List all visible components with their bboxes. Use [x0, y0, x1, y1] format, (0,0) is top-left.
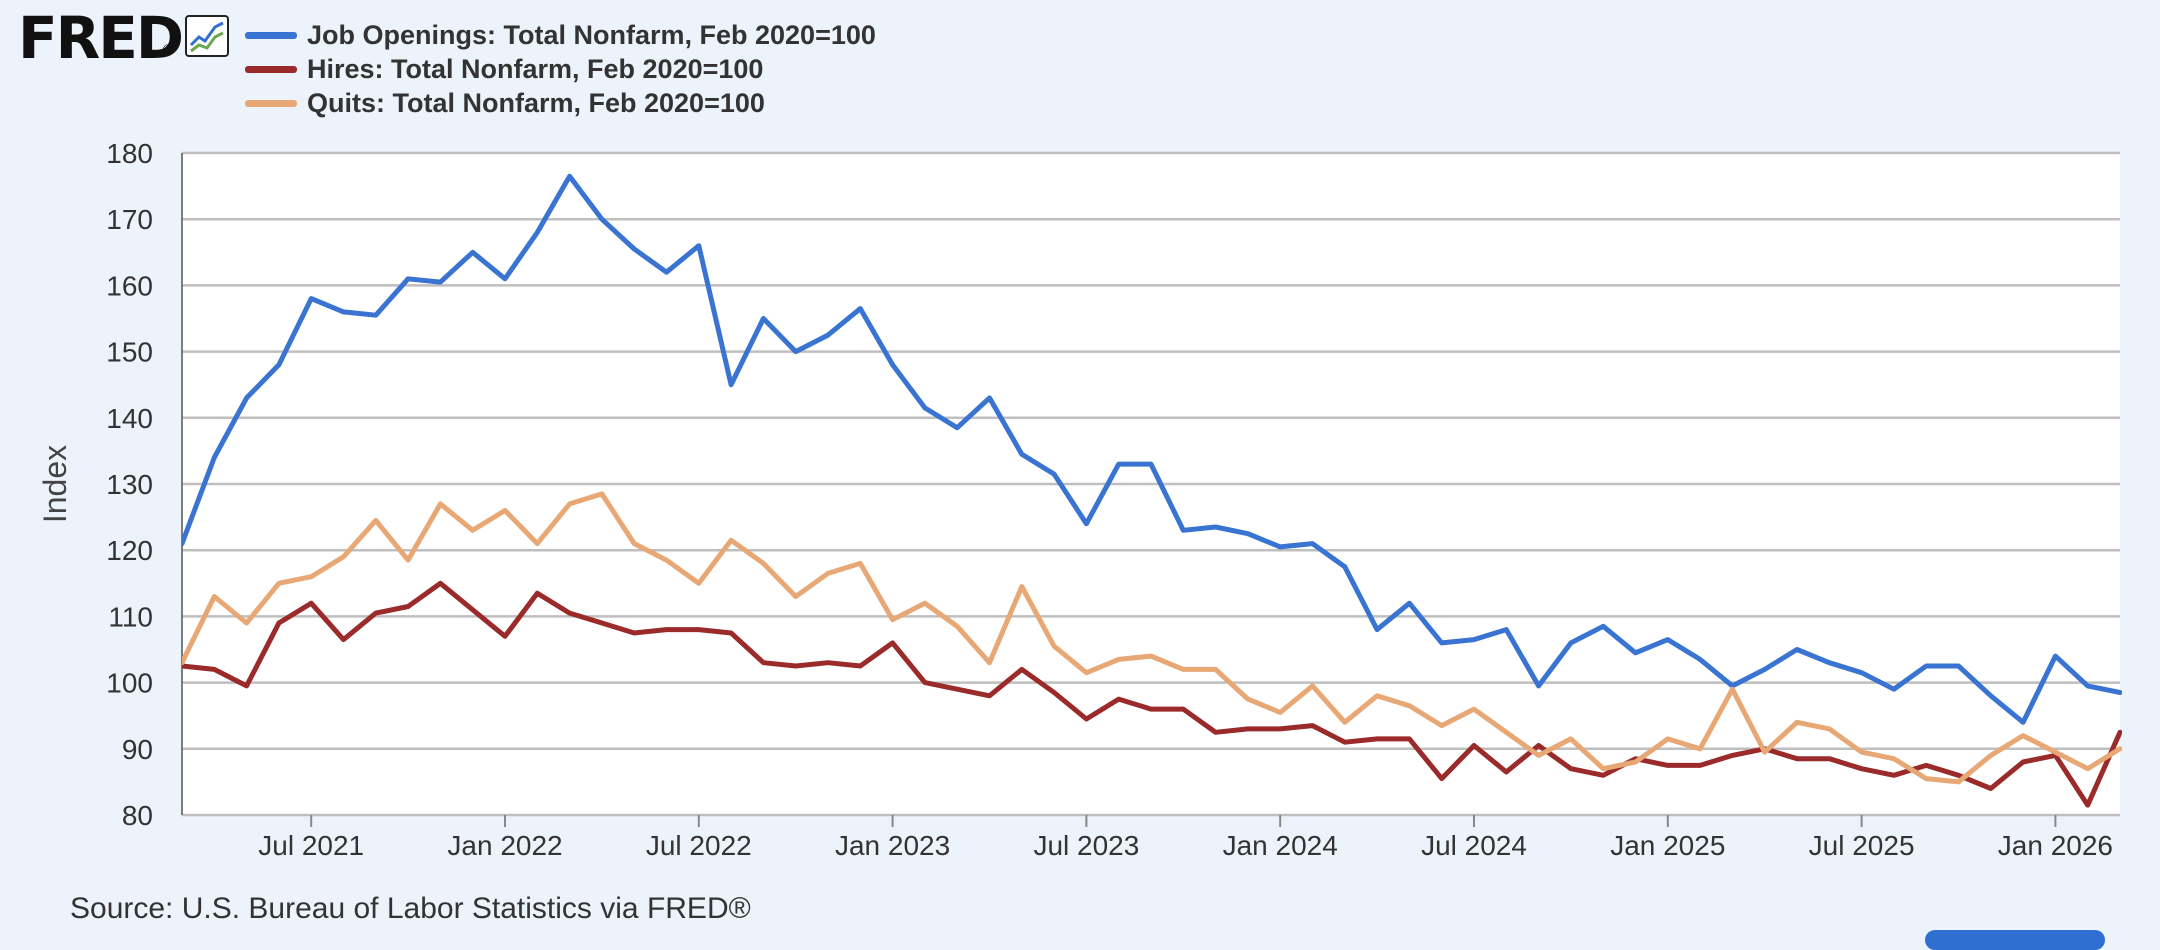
line-chart-icon [185, 15, 229, 57]
y-tick-label: 100 [106, 668, 153, 699]
legend-swatch [245, 31, 297, 39]
x-tick-label: Jul 2021 [258, 830, 364, 861]
x-tick-label: Jan 2023 [835, 830, 950, 861]
y-axis-label: Index [37, 445, 73, 523]
legend-swatch [245, 65, 297, 73]
y-tick-label: 170 [106, 204, 153, 235]
legend-item-job-openings[interactable]: Job Openings: Total Nonfarm, Feb 2020=10… [245, 18, 876, 52]
corner-button[interactable] [1925, 930, 2105, 950]
legend-label: Job Openings: Total Nonfarm, Feb 2020=10… [307, 19, 876, 50]
x-tick-label: Jan 2024 [1223, 830, 1338, 861]
x-tick-label: Jul 2023 [1033, 830, 1139, 861]
x-tick-label: Jul 2022 [646, 830, 752, 861]
source-caption: Source: U.S. Bureau of Labor Statistics … [70, 892, 751, 925]
series-line-job-openings[interactable] [182, 173, 2122, 725]
x-tick-label: Jan 2026 [1998, 830, 2113, 861]
y-tick-label: 150 [106, 337, 153, 368]
x-tick-label: Jan 2025 [1610, 830, 1725, 861]
x-tick-label: Jan 2022 [447, 830, 562, 861]
y-tick-label: 140 [106, 403, 153, 434]
series-line-quits[interactable] [182, 491, 2122, 785]
registered-mark: ® [163, 42, 172, 56]
y-tick-label: 90 [122, 734, 153, 765]
x-tick-label: Jul 2024 [1421, 830, 1527, 861]
x-tick-label: Jul 2025 [1809, 830, 1915, 861]
legend-swatch [245, 99, 297, 107]
legend-label: Quits: Total Nonfarm, Feb 2020=100 [307, 87, 765, 118]
y-tick-label: 130 [106, 469, 153, 500]
legend-item-hires[interactable]: Hires: Total Nonfarm, Feb 2020=100 [245, 52, 876, 86]
y-tick-label: 80 [122, 800, 153, 831]
y-tick-label: 160 [106, 270, 153, 301]
y-tick-label: 110 [108, 601, 153, 632]
header: FRED ® Job Openings: Total Nonfarm, Feb … [0, 0, 2160, 130]
series-line-hires[interactable] [182, 580, 2122, 808]
fred-logo[interactable]: FRED [18, 4, 184, 72]
legend-item-quits[interactable]: Quits: Total Nonfarm, Feb 2020=100 [245, 86, 876, 120]
legend-label: Hires: Total Nonfarm, Feb 2020=100 [307, 53, 764, 84]
y-tick-label: 120 [106, 535, 153, 566]
chart-legend: Job Openings: Total Nonfarm, Feb 2020=10… [245, 18, 876, 120]
y-tick-label: 180 [106, 138, 153, 169]
